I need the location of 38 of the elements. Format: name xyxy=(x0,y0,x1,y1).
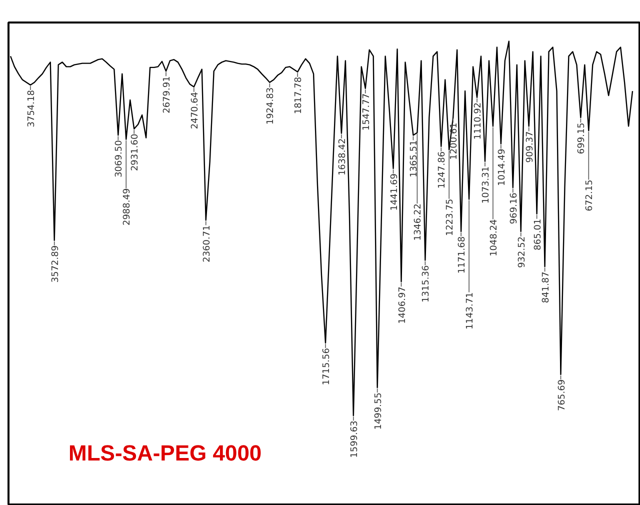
annotation: 1110.92 xyxy=(474,102,484,140)
annotation: 1499.55 xyxy=(374,392,384,430)
annotation: 2470.64 xyxy=(190,92,200,130)
annotation: 699.15 xyxy=(577,122,588,154)
annotation: 1715.56 xyxy=(322,348,332,386)
annotation: 3069.50 xyxy=(114,140,125,178)
annotation: 969.16 xyxy=(509,192,520,224)
text: MLS-SA-PEG 4000 xyxy=(68,440,262,466)
annotation: 1924.83 xyxy=(266,87,276,125)
annotation: 1223.75 xyxy=(446,198,456,236)
annotation: 1315.36 xyxy=(422,264,432,302)
annotation: 1406.97 xyxy=(398,286,408,324)
annotation: 909.37 xyxy=(525,131,536,163)
annotation: 1048.24 xyxy=(489,218,500,256)
annotation: 3754.18 xyxy=(26,90,37,128)
annotation: 2679.91 xyxy=(162,76,172,114)
annotation: 1247.86 xyxy=(438,151,448,189)
annotation: 765.69 xyxy=(557,379,568,411)
annotation: 1143.71 xyxy=(466,292,476,330)
annotation: 1365.51 xyxy=(410,140,420,178)
annotation: 1547.77 xyxy=(362,93,372,131)
annotation: 3572.89 xyxy=(50,245,61,283)
annotation: 2360.71 xyxy=(202,225,212,262)
annotation: 1200.61 xyxy=(450,122,460,160)
annotation: 1171.68 xyxy=(458,236,468,274)
annotation: 1599.63 xyxy=(350,420,360,458)
annotation: 841.87 xyxy=(541,272,552,304)
annotation: 1014.49 xyxy=(497,148,508,186)
annotation: 1073.31 xyxy=(481,166,492,204)
annotation: 2988.49 xyxy=(122,188,133,226)
annotation: 2931.60 xyxy=(130,134,141,172)
annotation: 932.52 xyxy=(517,236,528,268)
annotation: 865.01 xyxy=(533,218,544,250)
annotation: 672.15 xyxy=(585,180,596,212)
annotation: 1638.42 xyxy=(338,138,348,176)
annotation: 1346.22 xyxy=(414,204,424,241)
annotation: 1817.78 xyxy=(294,76,304,114)
annotation: 1441.69 xyxy=(390,173,400,211)
